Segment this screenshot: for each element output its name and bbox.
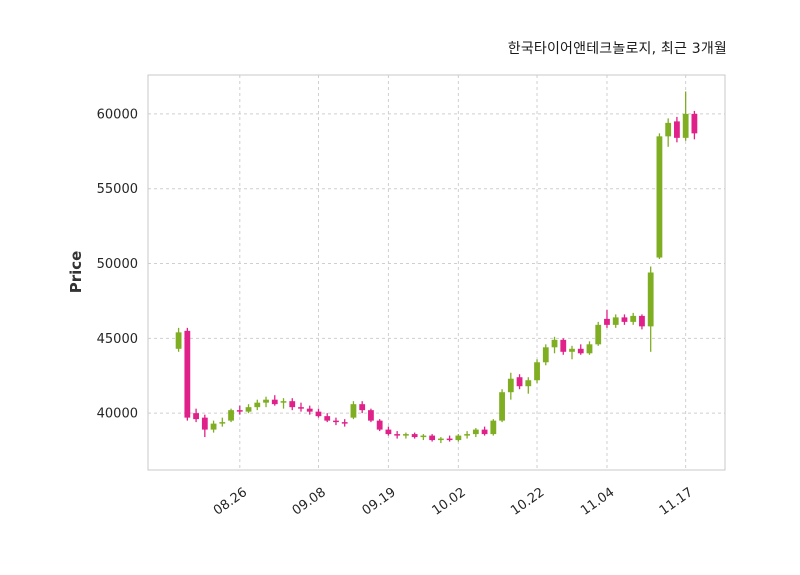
x-tick-label: 09.08 xyxy=(290,485,329,519)
candle xyxy=(341,422,348,424)
candle xyxy=(368,410,374,421)
candle xyxy=(429,435,436,441)
x-tick-label: 10.02 xyxy=(430,485,469,519)
candle xyxy=(376,420,383,430)
candle xyxy=(481,429,488,435)
candle xyxy=(280,401,287,403)
candle xyxy=(516,377,523,387)
candle xyxy=(411,434,418,438)
candle xyxy=(569,348,575,352)
y-tick-label: 40000 xyxy=(97,407,138,422)
candle xyxy=(333,420,339,423)
candle xyxy=(560,339,567,352)
candle xyxy=(201,417,208,430)
candle xyxy=(525,380,532,387)
candle xyxy=(621,317,628,322)
candle xyxy=(394,434,401,436)
candle xyxy=(665,122,672,137)
candle xyxy=(210,423,217,430)
candle xyxy=(175,332,182,349)
candle xyxy=(630,315,637,322)
chart-title: 한국타이어앤테크놀로지, 최근 3개월 xyxy=(507,41,727,57)
candle xyxy=(507,378,514,393)
candle xyxy=(324,416,331,421)
candle xyxy=(263,399,269,403)
candle xyxy=(674,121,680,138)
candle xyxy=(595,324,602,345)
x-tick-label: 11.04 xyxy=(578,485,617,519)
y-axis-label: Price xyxy=(67,250,85,294)
candle xyxy=(691,113,698,134)
candle xyxy=(254,402,261,408)
candle xyxy=(245,407,252,412)
candle xyxy=(499,392,505,421)
candle xyxy=(604,318,610,325)
candle xyxy=(271,399,278,405)
candle xyxy=(612,317,619,325)
candle xyxy=(420,435,427,438)
candle xyxy=(437,438,444,441)
candle xyxy=(315,411,322,417)
candle xyxy=(455,435,462,441)
y-tick-label: 55000 xyxy=(97,182,138,197)
candle xyxy=(464,434,470,436)
candle xyxy=(184,330,191,418)
y-tick-label: 50000 xyxy=(97,257,138,272)
x-tick-label: 10.22 xyxy=(508,485,547,519)
candle xyxy=(682,113,689,138)
candle xyxy=(656,136,663,258)
candle xyxy=(228,410,234,421)
candle xyxy=(472,429,479,435)
candle xyxy=(577,348,584,354)
plot-border xyxy=(147,74,726,471)
candle xyxy=(359,404,366,411)
candle xyxy=(586,344,593,354)
candle xyxy=(490,420,497,435)
candle xyxy=(446,438,453,441)
y-tick-label: 45000 xyxy=(97,332,138,347)
candle xyxy=(193,413,199,420)
candle xyxy=(350,404,357,418)
x-tick-label: 09.19 xyxy=(360,485,399,519)
candle xyxy=(289,401,296,408)
y-tick-label: 60000 xyxy=(97,107,138,122)
candle xyxy=(542,347,549,363)
candle xyxy=(306,408,313,412)
candle xyxy=(647,272,654,327)
candle xyxy=(534,362,540,381)
candle xyxy=(236,410,243,412)
candle xyxy=(298,407,304,409)
candle xyxy=(403,434,409,436)
candle xyxy=(639,315,645,327)
x-tick-label: 11.17 xyxy=(657,485,696,519)
candle xyxy=(385,429,392,435)
x-tick-label: 08.26 xyxy=(211,485,250,519)
candle xyxy=(219,422,226,424)
candle xyxy=(551,339,558,348)
